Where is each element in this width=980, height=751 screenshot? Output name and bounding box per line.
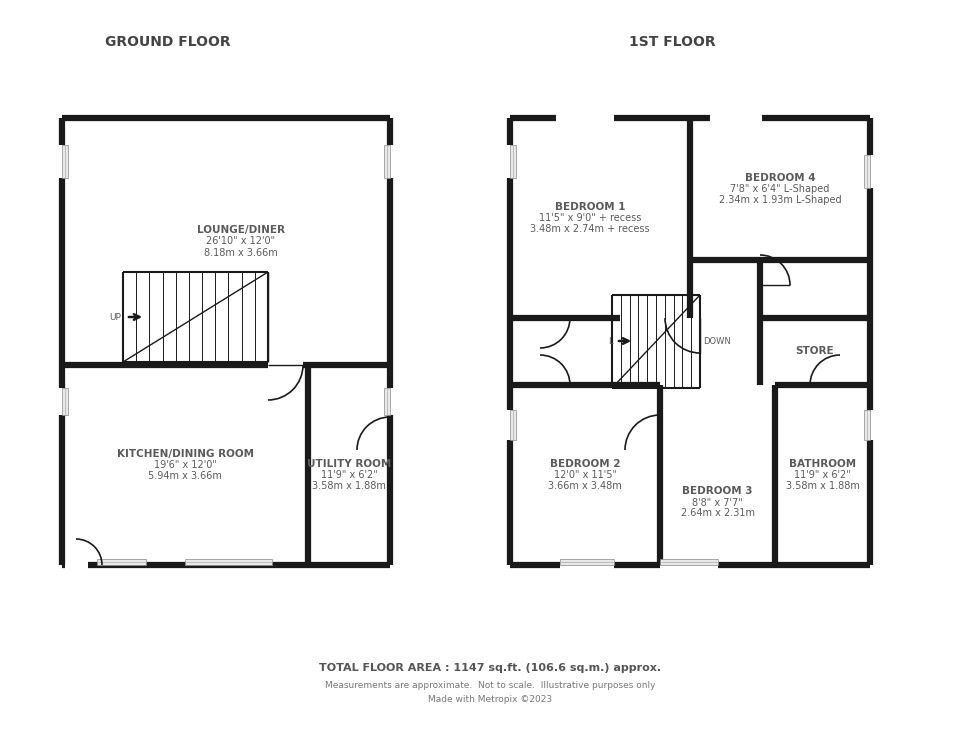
Text: STORE: STORE bbox=[796, 346, 834, 357]
Text: BATHROOM: BATHROOM bbox=[789, 459, 857, 469]
Text: Measurements are approximate.  Not to scale.  Illustrative purposes only: Measurements are approximate. Not to sca… bbox=[324, 681, 656, 690]
Text: LOUNGE/DINER: LOUNGE/DINER bbox=[197, 225, 285, 236]
Bar bbox=[660, 559, 718, 565]
Text: UP: UP bbox=[109, 312, 121, 321]
Bar bbox=[510, 410, 516, 440]
Bar bbox=[864, 410, 870, 440]
Text: 3.58m x 1.88m: 3.58m x 1.88m bbox=[312, 481, 386, 491]
Text: BEDROOM 2: BEDROOM 2 bbox=[550, 459, 620, 469]
Text: GROUND FLOOR: GROUND FLOOR bbox=[105, 35, 231, 49]
Text: 3.66m x 3.48m: 3.66m x 3.48m bbox=[548, 481, 622, 491]
Bar bbox=[62, 388, 68, 415]
Bar bbox=[384, 388, 390, 415]
Bar bbox=[384, 145, 390, 178]
Text: 11'9" x 6'2": 11'9" x 6'2" bbox=[794, 470, 851, 480]
Text: 12'0" x 11'5": 12'0" x 11'5" bbox=[554, 470, 616, 480]
Bar bbox=[864, 155, 870, 188]
Text: BEDROOM 1: BEDROOM 1 bbox=[555, 202, 625, 212]
Text: 1ST FLOOR: 1ST FLOOR bbox=[629, 35, 715, 49]
Text: BEDROOM 3: BEDROOM 3 bbox=[682, 487, 753, 496]
Bar bbox=[560, 559, 614, 565]
Text: 8.18m x 3.66m: 8.18m x 3.66m bbox=[204, 248, 278, 258]
Text: BEDROOM 4: BEDROOM 4 bbox=[745, 173, 815, 183]
Text: 8'8" x 7'7": 8'8" x 7'7" bbox=[692, 497, 743, 508]
Text: 7'8" x 6'4" L-Shaped: 7'8" x 6'4" L-Shaped bbox=[730, 184, 830, 194]
Text: 11'5" x 9'0" + recess: 11'5" x 9'0" + recess bbox=[539, 213, 641, 223]
Text: DOWN: DOWN bbox=[703, 336, 731, 345]
Text: UTILITY ROOM: UTILITY ROOM bbox=[307, 459, 391, 469]
Text: L: L bbox=[609, 336, 613, 345]
Text: 19'6" x 12'0": 19'6" x 12'0" bbox=[154, 460, 217, 470]
Text: 3.58m x 1.88m: 3.58m x 1.88m bbox=[786, 481, 859, 491]
Text: 5.94m x 3.66m: 5.94m x 3.66m bbox=[148, 471, 221, 481]
Bar bbox=[510, 145, 516, 178]
Text: 3.48m x 2.74m + recess: 3.48m x 2.74m + recess bbox=[530, 224, 650, 234]
Text: 2.64m x 2.31m: 2.64m x 2.31m bbox=[680, 508, 755, 518]
Bar bbox=[62, 145, 68, 178]
Text: KITCHEN/DINING ROOM: KITCHEN/DINING ROOM bbox=[117, 449, 254, 459]
Text: Made with Metropix ©2023: Made with Metropix ©2023 bbox=[428, 695, 552, 704]
Text: 2.34m x 1.93m L-Shaped: 2.34m x 1.93m L-Shaped bbox=[718, 195, 841, 205]
Text: 26'10" x 12'0": 26'10" x 12'0" bbox=[207, 237, 275, 246]
Bar bbox=[185, 559, 272, 565]
Text: TOTAL FLOOR AREA : 1147 sq.ft. (106.6 sq.m.) approx.: TOTAL FLOOR AREA : 1147 sq.ft. (106.6 sq… bbox=[318, 663, 662, 673]
Text: 11'9" x 6'2": 11'9" x 6'2" bbox=[320, 470, 377, 480]
Bar bbox=[97, 559, 146, 565]
